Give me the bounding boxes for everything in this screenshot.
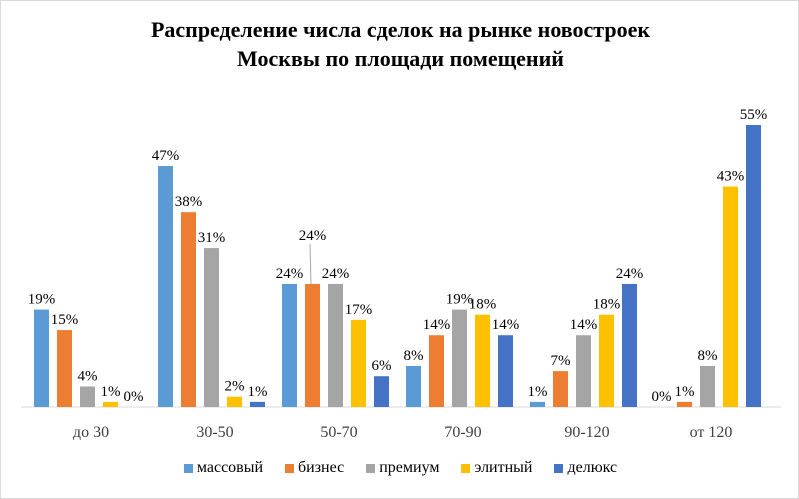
bar-бизнес-30-50 [181, 212, 196, 407]
data-label: 47% [152, 148, 180, 164]
bar-премиум-70-90 [452, 309, 467, 407]
legend-swatch [285, 463, 295, 473]
data-label: 1% [101, 384, 121, 400]
bar-бизнес-до 30 [57, 330, 72, 407]
legend-item: массовый [183, 459, 264, 477]
bar-массовый-50-70 [282, 283, 297, 407]
legend-item: премиум [366, 459, 439, 477]
data-label: 8% [404, 348, 424, 364]
data-label: 0% [652, 389, 672, 405]
data-label: 18% [469, 297, 497, 313]
bar-делюкс-50-70 [374, 376, 389, 407]
title-line-2: Москвы по площади помещений [237, 46, 564, 71]
data-label: 19% [446, 292, 474, 308]
bar-премиум-от 120 [700, 365, 715, 407]
legend-swatch [366, 463, 376, 473]
bar-элитный-50-70 [351, 319, 366, 407]
x-tick-label: от 120 [690, 424, 733, 441]
bar-премиум-50-70 [328, 283, 343, 407]
bar-бизнес-50-70 [305, 283, 320, 407]
bar-массовый-до 30 [34, 309, 49, 407]
bar-элитный-90-120 [599, 314, 614, 407]
bar-бизнес-90-120 [553, 371, 568, 407]
legend-label: премиум [379, 459, 440, 476]
legend-label: элитный [474, 459, 533, 476]
data-label: 24% [322, 266, 350, 282]
bar-массовый-90-120 [530, 401, 545, 407]
legend-item: делюкс [554, 459, 617, 477]
data-label: 38% [175, 194, 203, 210]
data-label: 55% [740, 107, 768, 123]
data-label: 14% [492, 317, 520, 333]
data-label: 17% [345, 302, 373, 318]
data-label: 31% [198, 230, 226, 246]
legend-swatch [183, 463, 193, 473]
data-label: 0% [124, 389, 144, 405]
legend-item: бизнес [285, 459, 344, 477]
legend-item: элитный [461, 459, 532, 477]
data-label: 4% [78, 368, 98, 384]
chart-title: Распределение числа сделок на рынке ново… [1, 15, 798, 73]
data-label: 8% [698, 348, 718, 364]
data-label: 6% [372, 358, 392, 374]
legend: массовый бизнес премиум элитный делюкс [1, 459, 798, 477]
x-tick-label: 30-50 [196, 424, 233, 441]
bar-бизнес-от 120 [677, 401, 692, 407]
bar-элитный-30-50 [227, 396, 242, 407]
data-label: 14% [570, 317, 598, 333]
x-tick-label: 50-70 [320, 424, 357, 441]
bar-делюкс-30-50 [250, 401, 265, 407]
bar-элитный-до 30 [103, 401, 118, 407]
data-label: 2% [225, 379, 245, 395]
data-label: 18% [593, 297, 621, 313]
bar-массовый-30-50 [158, 166, 173, 407]
bar-делюкс-от 120 [746, 125, 761, 407]
bar-премиум-до 30 [80, 386, 95, 407]
bar-элитный-70-90 [475, 314, 490, 407]
data-label: 24% [276, 266, 304, 282]
data-label: 43% [717, 169, 745, 185]
data-label: 14% [423, 317, 451, 333]
bar-элитный-от 120 [723, 186, 738, 407]
x-tick-label: 90-120 [564, 424, 609, 441]
legend-swatch [461, 463, 471, 473]
data-label: 1% [248, 384, 268, 400]
legend-label: массовый [196, 459, 264, 476]
bar-делюкс-70-90 [498, 335, 513, 407]
data-label: 1% [675, 384, 695, 400]
legend-label: делюкс [567, 459, 618, 476]
x-tick-label: до 30 [73, 424, 109, 441]
data-label: 24% [299, 228, 327, 244]
title-line-1: Распределение числа сделок на рынке ново… [150, 17, 651, 42]
bar-делюкс-90-120 [622, 283, 637, 407]
bar-массовый-70-90 [406, 365, 421, 407]
bar-бизнес-70-90 [429, 335, 444, 407]
legend-label: бизнес [298, 459, 345, 476]
data-label: 19% [28, 292, 56, 308]
data-label: 1% [528, 384, 548, 400]
legend-swatch [554, 463, 564, 473]
data-label: 7% [551, 353, 571, 369]
data-label: 24% [616, 266, 644, 282]
leader-line [309, 243, 312, 284]
x-tick-label: 70-90 [444, 424, 481, 441]
data-label: 15% [51, 312, 79, 328]
bar-премиум-30-50 [204, 248, 219, 407]
bar-премиум-90-120 [576, 335, 591, 407]
